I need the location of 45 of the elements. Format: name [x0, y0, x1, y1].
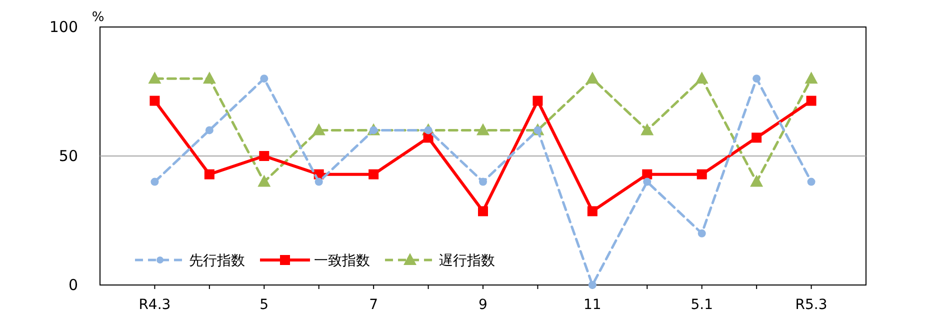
point: [260, 74, 268, 83]
point: [643, 178, 652, 186]
point: [804, 72, 818, 84]
x-tick-label: 9: [478, 297, 488, 313]
point: [205, 126, 214, 134]
point: [642, 169, 652, 180]
point: [586, 72, 599, 84]
point: [259, 151, 270, 161]
x-tick-label: 5: [260, 297, 269, 313]
point: [478, 206, 488, 216]
point: [479, 178, 487, 186]
point: [752, 74, 761, 83]
point: [696, 169, 707, 180]
x-tick-label: 5.1: [690, 297, 713, 313]
point: [204, 169, 214, 180]
x-tick-label: 11: [584, 297, 602, 313]
point: [587, 206, 598, 216]
legend-label: 遅行指数: [439, 253, 495, 269]
point: [807, 178, 816, 186]
point: [202, 72, 216, 84]
point: [368, 169, 379, 180]
point: [258, 174, 271, 187]
x-tick-label: R4.3: [138, 297, 171, 313]
point: [698, 229, 706, 238]
point: [476, 123, 490, 136]
point: [532, 96, 543, 106]
point: [150, 178, 159, 186]
y-tick-label: 100: [49, 18, 78, 36]
point: [312, 123, 326, 136]
legend-label: 一致指数: [314, 253, 370, 269]
point: [640, 123, 654, 136]
point: [314, 178, 323, 186]
y-tick-label: 50: [58, 147, 78, 165]
point: [806, 96, 816, 106]
point: [750, 174, 764, 187]
y-axis-title: %: [92, 10, 104, 25]
point: [148, 72, 162, 84]
x-tick-label: 7: [369, 297, 378, 313]
point: [150, 96, 160, 106]
point: [588, 281, 596, 289]
point: [752, 132, 762, 143]
y-tick-label: 0: [68, 276, 78, 294]
legend-label: 先行指数: [189, 253, 245, 269]
x-tick-label: R5.3: [795, 297, 828, 313]
point: [695, 72, 708, 84]
